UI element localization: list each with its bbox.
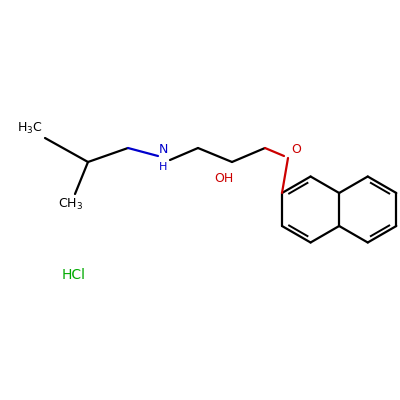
Text: N: N bbox=[158, 143, 168, 156]
Text: HCl: HCl bbox=[62, 268, 86, 282]
Text: O: O bbox=[291, 143, 301, 156]
Text: H: H bbox=[159, 162, 167, 172]
Text: H$_3$C: H$_3$C bbox=[18, 121, 43, 136]
Text: CH$_3$: CH$_3$ bbox=[58, 197, 84, 212]
Text: OH: OH bbox=[214, 172, 234, 185]
